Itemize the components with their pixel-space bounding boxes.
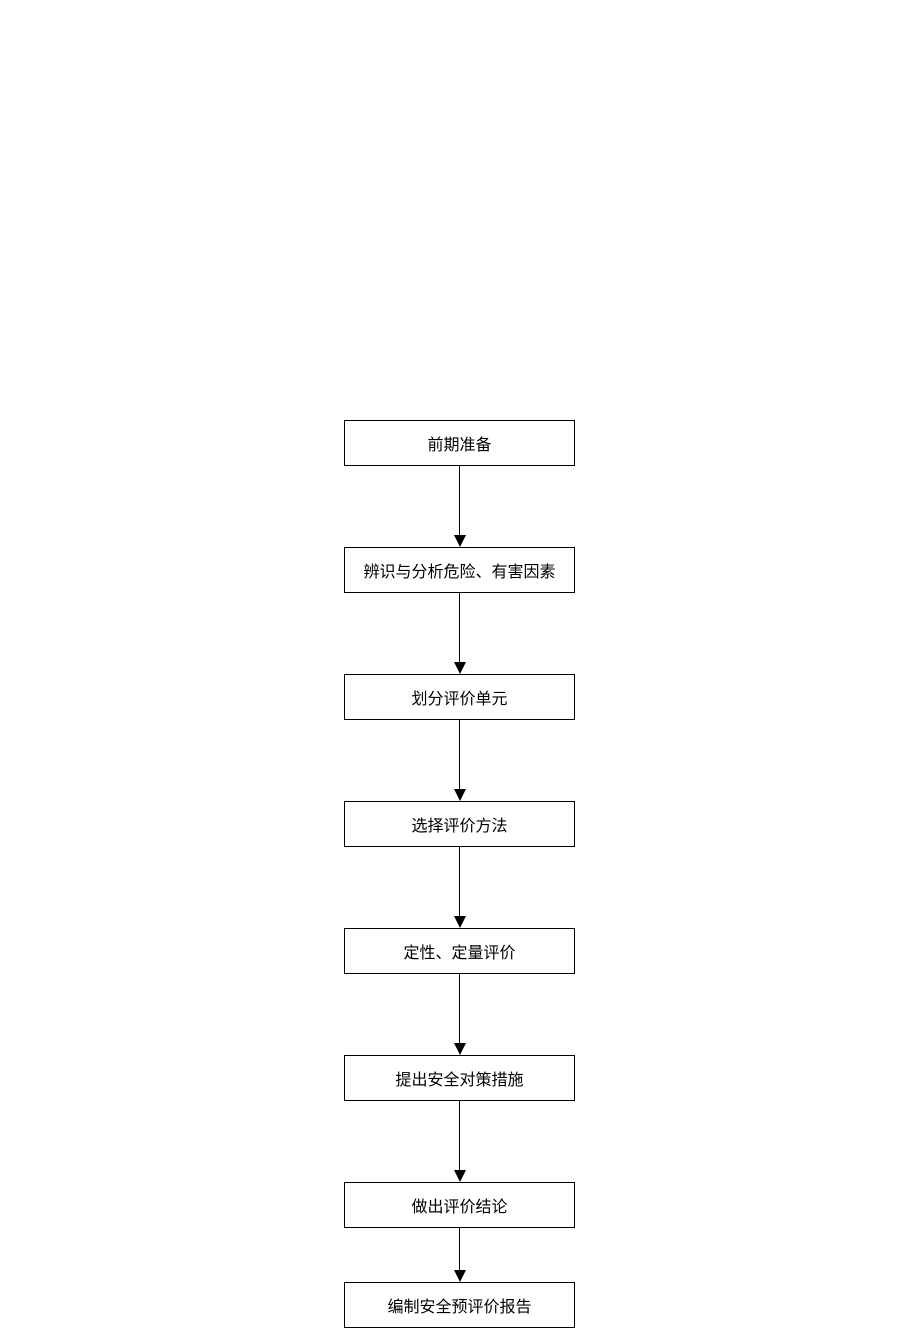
flowchart-edge-line xyxy=(459,1228,461,1270)
flowchart-node-label: 辨识与分析危险、有害因素 xyxy=(363,558,555,582)
flowchart-edge-arrowhead xyxy=(454,662,466,674)
flowchart-canvas: 前期准备辨识与分析危险、有害因素划分评价单元选择评价方法定性、定量评价提出安全对… xyxy=(0,0,920,1302)
flowchart-node-label: 前期准备 xyxy=(427,431,491,455)
flowchart-node-label: 编制安全预评价报告 xyxy=(387,1293,531,1317)
flowchart-edge-line xyxy=(459,847,461,916)
flowchart-node-n2: 辨识与分析危险、有害因素 xyxy=(344,547,575,593)
flowchart-edge-arrowhead xyxy=(454,789,466,801)
flowchart-node-n8: 编制安全预评价报告 xyxy=(344,1282,575,1328)
flowchart-edge-line xyxy=(459,593,461,662)
flowchart-edge-line xyxy=(459,1101,461,1170)
flowchart-edge-arrowhead xyxy=(454,535,466,547)
flowchart-node-label: 定性、定量评价 xyxy=(403,939,515,963)
flowchart-node-label: 选择评价方法 xyxy=(411,812,507,836)
flowchart-node-n4: 选择评价方法 xyxy=(344,801,575,847)
flowchart-edge-line xyxy=(459,466,461,535)
flowchart-node-n7: 做出评价结论 xyxy=(344,1182,575,1228)
flowchart-node-label: 做出评价结论 xyxy=(411,1193,507,1217)
flowchart-edge-line xyxy=(459,720,461,789)
flowchart-edge-line xyxy=(459,974,461,1043)
flowchart-node-n3: 划分评价单元 xyxy=(344,674,575,720)
flowchart-node-label: 划分评价单元 xyxy=(411,685,507,709)
flowchart-edge-arrowhead xyxy=(454,1170,466,1182)
flowchart-node-label: 提出安全对策措施 xyxy=(395,1066,523,1090)
flowchart-node-n5: 定性、定量评价 xyxy=(344,928,575,974)
flowchart-node-n6: 提出安全对策措施 xyxy=(344,1055,575,1101)
flowchart-node-n1: 前期准备 xyxy=(344,420,575,466)
flowchart-edge-arrowhead xyxy=(454,1270,466,1282)
flowchart-edge-arrowhead xyxy=(454,916,466,928)
flowchart-edge-arrowhead xyxy=(454,1043,466,1055)
